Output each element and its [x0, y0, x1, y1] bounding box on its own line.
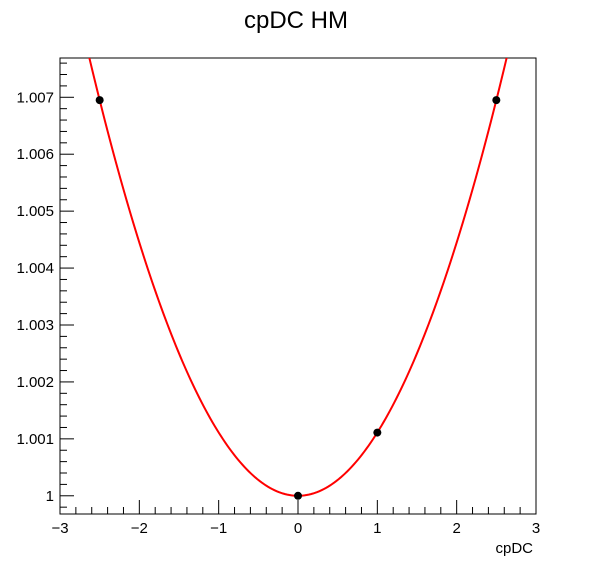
y-tick-label: 1.001	[16, 431, 54, 448]
x-tick-label: 1	[373, 520, 381, 537]
y-tick-label: 1.004	[16, 260, 54, 277]
data-point	[95, 96, 104, 105]
x-axis-title: cpDC	[495, 540, 533, 557]
y-axis-tick-labels: 1 1.001 1.002 1.003 1.004 1.005 1.006 1.007	[16, 89, 54, 505]
y-tick-label: 1.005	[16, 203, 54, 220]
series-layer	[88, 58, 508, 500]
x-tick-label: 3	[532, 520, 540, 537]
x-tick-label: 2	[452, 520, 460, 537]
data-point	[492, 96, 501, 105]
fit-curve	[88, 58, 508, 497]
data-point	[294, 491, 302, 500]
y-tick-label: 1.006	[16, 146, 54, 163]
chart-title: cpDC HM	[244, 7, 348, 34]
x-tick-label: −3	[51, 520, 68, 537]
x-axis-ticks	[59, 500, 537, 514]
data-point	[373, 428, 382, 437]
y-axis-ticks	[60, 62, 74, 508]
x-tick-label: −2	[131, 520, 148, 537]
x-tick-label: 0	[294, 520, 302, 537]
plot-frame	[59, 57, 537, 515]
y-tick-label: 1.007	[16, 89, 54, 106]
y-tick-label: 1.003	[16, 317, 54, 334]
x-axis-tick-labels: −3 −2 −1 0 1 2 3	[51, 520, 540, 537]
y-tick-label: 1.002	[16, 374, 54, 391]
x-tick-label: −1	[210, 520, 227, 537]
y-tick-label: 1	[46, 488, 54, 505]
